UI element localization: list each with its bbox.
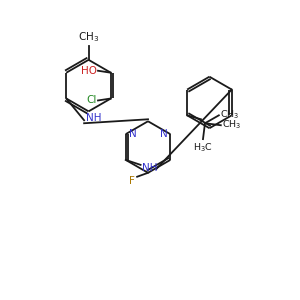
Text: CH$_3$: CH$_3$ [220,108,239,121]
Text: H$_3$C: H$_3$C [193,141,213,154]
Text: Cl: Cl [87,95,97,106]
Text: N: N [129,129,136,139]
Text: N: N [160,129,167,139]
Text: HO: HO [81,66,97,76]
Text: F: F [129,176,135,186]
Text: NH: NH [86,113,102,123]
Text: CH$_3$: CH$_3$ [222,119,241,131]
Text: CH$_3$: CH$_3$ [78,30,99,44]
Text: NH: NH [142,163,157,173]
